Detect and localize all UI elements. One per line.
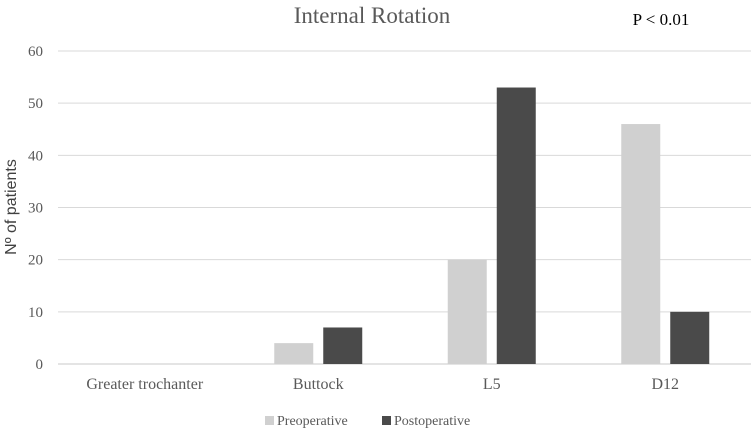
legend: Preoperative Postoperative	[265, 414, 470, 429]
bar-postoperative-1	[323, 327, 363, 364]
y-tick-labels: 0 10 20 30 40 50 60	[28, 44, 43, 373]
bar-postoperative-3	[670, 311, 710, 364]
y-tick-label: 20	[28, 253, 43, 269]
x-tick-label: Buttock	[293, 376, 344, 393]
bar-preoperative-3	[621, 124, 661, 365]
y-tick-label: 60	[28, 44, 43, 60]
gridlines	[58, 50, 751, 365]
chart-title: Internal Rotation	[294, 3, 451, 28]
legend-swatch-postoperative	[382, 416, 391, 425]
p-value-annotation: P < 0.01	[633, 10, 690, 29]
x-tick-label: Greater trochanter	[86, 376, 203, 393]
legend-label: Postoperative	[394, 414, 470, 429]
bar-preoperative-1	[274, 343, 314, 364]
y-tick-label: 0	[36, 357, 44, 373]
bar-preoperative-2	[447, 259, 487, 364]
x-tick-label: L5	[483, 376, 501, 393]
bar-postoperative-2	[496, 87, 536, 365]
y-tick-label: 50	[28, 96, 43, 112]
y-axis-label: Nº of patients	[3, 159, 20, 255]
y-tick-label: 30	[28, 201, 43, 217]
x-tick-label: D12	[651, 376, 679, 393]
legend-swatch-preoperative	[265, 416, 274, 425]
y-tick-label: 10	[28, 305, 43, 321]
bars	[274, 87, 710, 365]
y-tick-label: 40	[28, 148, 43, 164]
x-tick-labels: Greater trochanter Buttock L5 D12	[86, 376, 679, 393]
legend-label: Preoperative	[277, 414, 348, 429]
